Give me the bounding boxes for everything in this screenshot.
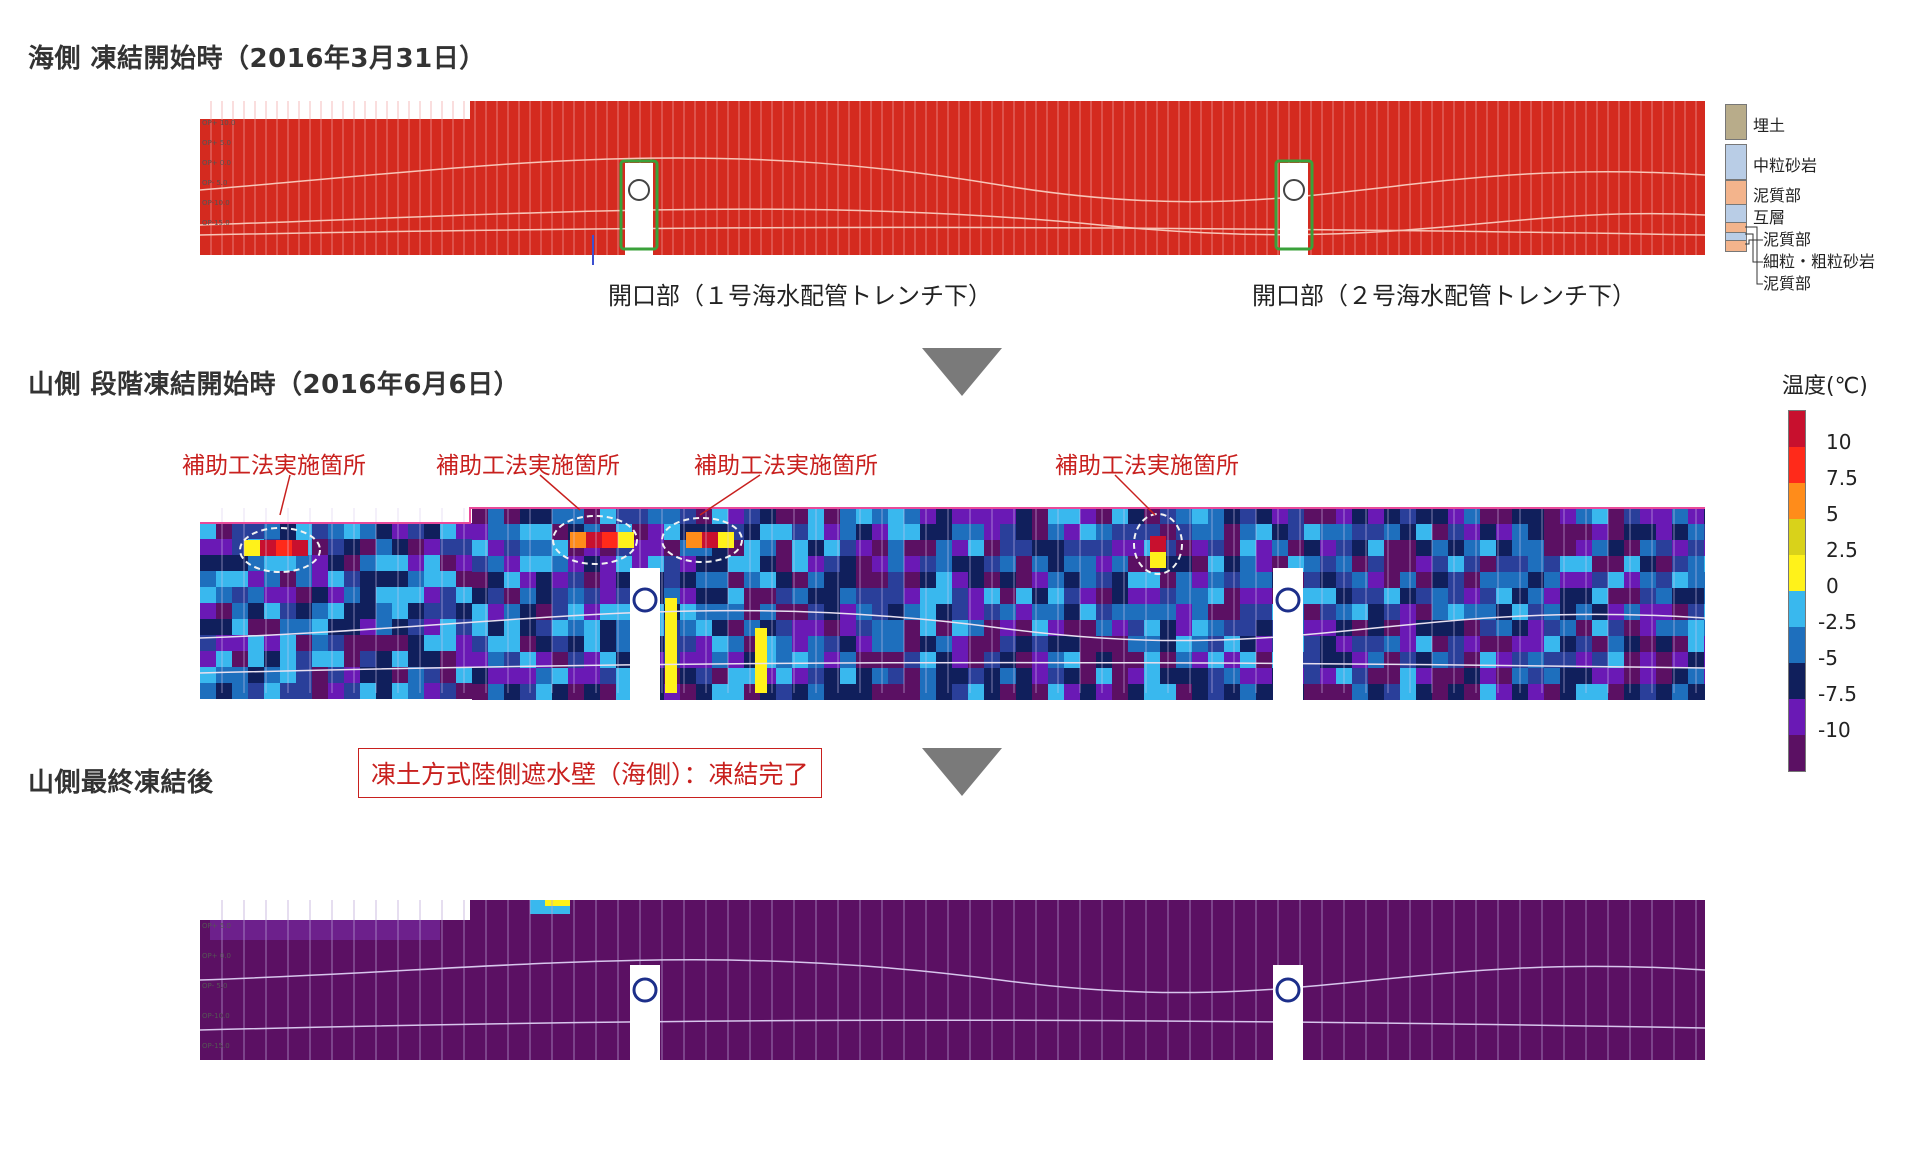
arrow-down-icon xyxy=(922,348,1002,396)
callout-auxiliary-method-2: 補助工法実施箇所 xyxy=(436,453,620,479)
soil-swatch-mud-1 xyxy=(1725,180,1747,206)
svg-text:OP- 5.0: OP- 5.0 xyxy=(202,982,227,990)
scale-swatch-2_5 xyxy=(1789,519,1805,555)
soil-label-mud-2: 泥質部 xyxy=(1763,230,1812,249)
temperature-color-bar xyxy=(1788,410,1806,772)
svg-text:OP-10.0: OP-10.0 xyxy=(202,199,230,207)
soil-label-fill: 埋土 xyxy=(1753,116,1786,135)
scale-tick: -7.5 xyxy=(1818,682,1858,706)
svg-text:OP+ 5.0: OP+ 5.0 xyxy=(202,139,231,147)
status-box-freezing-complete: 凍土方式陸側遮水壁（海側）：凍結完了 xyxy=(358,748,822,798)
scale-swatch-m10 xyxy=(1789,699,1805,735)
svg-text:OP+ 0.0: OP+ 0.0 xyxy=(202,159,231,167)
callout-auxiliary-method-4: 補助工法実施箇所 xyxy=(1055,453,1239,479)
scale-swatch-m2_5 xyxy=(1789,591,1805,627)
callout-auxiliary-method-1: 補助工法実施箇所 xyxy=(182,453,366,479)
opening-label-2: 開口部（２号海水配管トレンチ下） xyxy=(1252,282,1636,310)
scale-tick: 2.5 xyxy=(1826,538,1858,562)
scale-swatch-m7_5 xyxy=(1789,663,1805,699)
svg-text:OP+ 10.0: OP+ 10.0 xyxy=(202,119,235,127)
opening-label-1: 開口部（１号海水配管トレンチ下） xyxy=(608,282,992,310)
scale-swatch-min xyxy=(1789,735,1805,771)
svg-text:OP+ 5.0: OP+ 5.0 xyxy=(202,922,231,930)
section-title-sea-start: 海側 凍結開始時（2016年3月31日） xyxy=(28,44,486,74)
scale-swatch-5 xyxy=(1789,483,1805,519)
arrow-down-icon xyxy=(922,748,1002,796)
soil-legend: 埋土 中粒砂岩 泥質部 互層 泥質部 細粒・粗粒砂岩 泥質部 xyxy=(1725,104,1905,294)
svg-text:OP-10.0: OP-10.0 xyxy=(202,1012,230,1020)
scale-swatch-0 xyxy=(1789,555,1805,591)
soil-label-mud-3: 泥質部 xyxy=(1763,274,1812,293)
soil-swatch-alternation xyxy=(1725,204,1747,224)
svg-text:OP-15.0: OP-15.0 xyxy=(202,219,230,227)
soil-swatch-medium-sandstone xyxy=(1725,144,1747,180)
scale-swatch-7_5 xyxy=(1789,447,1805,483)
cross-section-sea-start: OP+ 10.0 OP+ 5.0 OP+ 0.0 OP- 5.0 OP-10.0 OP-… xyxy=(200,95,1705,265)
soil-swatch-fill xyxy=(1725,104,1747,140)
soil-label-fine-coarse: 細粒・粗粒砂岩 xyxy=(1763,252,1876,271)
soil-label-alternation: 互層 xyxy=(1753,208,1786,227)
svg-text:OP- 5.0: OP- 5.0 xyxy=(202,179,227,187)
scale-swatch-m5 xyxy=(1789,627,1805,663)
scale-tick: -10 xyxy=(1818,718,1851,742)
soil-swatch-mud-3 xyxy=(1725,240,1747,252)
scale-tick: 5 xyxy=(1826,502,1839,526)
scale-tick: 0 xyxy=(1826,574,1839,598)
svg-text:OP-15.0: OP-15.0 xyxy=(202,1042,230,1050)
soil-label-medium-sandstone: 中粒砂岩 xyxy=(1753,156,1818,175)
soil-label-mud-1: 泥質部 xyxy=(1753,186,1802,205)
scale-tick: 7.5 xyxy=(1826,466,1858,490)
section-title-mountain-final: 山側最終凍結後 xyxy=(28,768,214,798)
scale-tick: -5 xyxy=(1818,646,1838,670)
scale-tick: 10 xyxy=(1826,430,1852,454)
scale-tick: -2.5 xyxy=(1818,610,1858,634)
svg-text:OP+ 0.0: OP+ 0.0 xyxy=(202,952,231,960)
temperature-legend-title: 温度(℃) xyxy=(1782,374,1868,399)
cross-section-mountain-stage xyxy=(200,478,1705,708)
section-title-mountain-stage: 山側 段階凍結開始時（2016年6月6日） xyxy=(28,370,521,400)
temperature-legend: 温度(℃) 10 7.5 5 2.5 0 -2.5 -5 -7.5 -10 xyxy=(1782,364,1912,774)
cross-section-mountain-final: OP+ 5.0 OP+ 0.0 OP- 5.0 OP-10.0 OP-15.0 xyxy=(200,880,1705,1090)
scale-swatch-10 xyxy=(1789,411,1805,447)
callout-auxiliary-method-3: 補助工法実施箇所 xyxy=(694,453,878,479)
